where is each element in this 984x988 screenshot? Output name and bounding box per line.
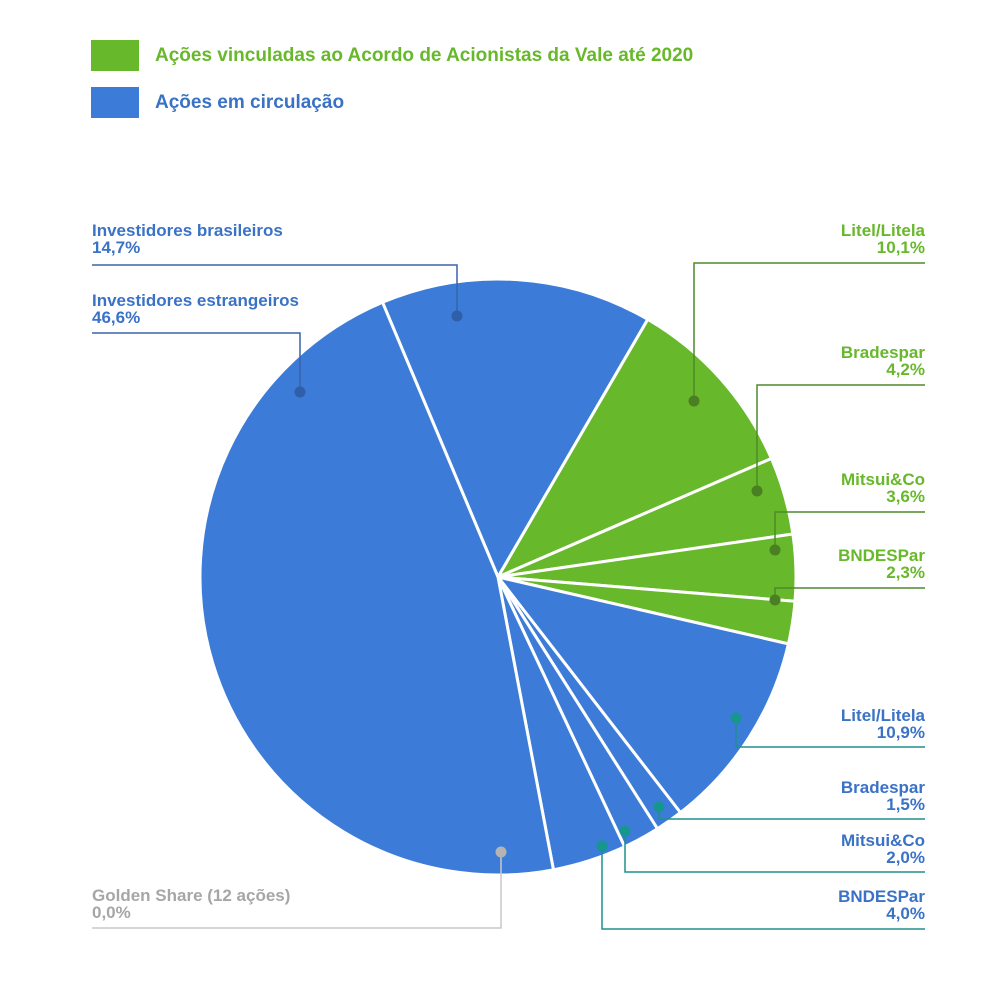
label-bndes-blue-name: BNDESPar — [838, 887, 925, 906]
label-mitsui-blue: Mitsui&Co 2,0% — [841, 832, 925, 866]
leader-line-bradespar-green — [756, 384, 925, 491]
label-litel-blue-name: Litel/Litela — [840, 706, 925, 725]
leader-line-brasileiros — [92, 264, 458, 316]
leader-line-litel-blue — [735, 718, 925, 748]
marker-dot-litel-blue — [730, 712, 742, 724]
marker-dot-estrangeiros — [294, 386, 306, 398]
legend-label-circulacao: Ações em circulação — [155, 91, 345, 113]
marker-dot-brasileiros — [451, 310, 463, 322]
label-golden-value: 0,0% — [92, 903, 131, 922]
leader-line-estrangeiros — [92, 332, 301, 392]
pie-slice-10 — [198, 300, 555, 877]
label-estrangeiros-value: 46,6% — [92, 308, 141, 327]
legend-label-acordo: Ações vinculadas ao Acordo de Acionistas… — [155, 44, 694, 66]
label-bndes-green-name: BNDESPar — [838, 546, 925, 565]
leader-line-mitsui-green — [774, 511, 925, 550]
leader-line-bndes-blue — [601, 846, 925, 930]
label-litel-blue-value: 10,9% — [876, 723, 925, 742]
label-bndes-blue-value: 4,0% — [886, 904, 925, 923]
label-bradespar-green: Bradespar 4,2% — [841, 344, 925, 378]
label-litel-blue: Litel/Litela 10,9% — [841, 707, 925, 741]
label-mitsui-green-value: 3,6% — [886, 487, 925, 506]
label-bradespar-blue: Bradespar 1,5% — [841, 779, 925, 813]
label-brasileiros-name: Investidores brasileiros — [92, 221, 283, 240]
label-bradespar-green-value: 4,2% — [886, 360, 925, 379]
marker-dot-bndes-blue — [596, 840, 608, 852]
marker-dot-bradespar-green — [751, 485, 763, 497]
leader-line-golden — [92, 852, 502, 929]
legend-swatch-green — [91, 40, 139, 71]
leader-line-mitsui-blue — [624, 831, 925, 873]
label-litel-green: Litel/Litela 10,1% — [841, 222, 925, 256]
label-bndes-green-value: 2,3% — [886, 563, 925, 582]
legend-item-circulacao: Ações em circulação — [91, 87, 344, 118]
label-golden-name: Golden Share (12 ações) — [92, 886, 291, 905]
leader-line-litel-green — [693, 262, 925, 401]
label-bradespar-green-name: Bradespar — [840, 343, 925, 362]
pie-slice-1 — [496, 317, 773, 579]
legend-swatch-blue — [91, 87, 139, 118]
label-litel-green-name: Litel/Litela — [840, 221, 925, 240]
marker-dot-bradespar-blue — [653, 801, 665, 813]
label-brasileiros-value: 14,7% — [92, 238, 141, 257]
pie-slices — [198, 277, 798, 877]
label-litel-green-value: 10,1% — [876, 238, 925, 257]
marker-dot-golden — [495, 846, 507, 858]
marker-dot-mitsui-green — [769, 544, 781, 556]
pie-slice-5 — [496, 575, 790, 815]
pie-slice-0 — [381, 277, 650, 579]
leader-line-bndes-green — [774, 587, 925, 600]
label-mitsui-blue-name: Mitsui&Co — [840, 831, 925, 850]
label-mitsui-green: Mitsui&Co 3,6% — [841, 471, 925, 505]
marker-dot-mitsui-blue — [619, 825, 631, 837]
label-brasileiros: Investidores brasileiros 14,7% — [92, 222, 283, 256]
legend-item-acordo: Ações vinculadas ao Acordo de Acionistas… — [91, 40, 693, 71]
label-golden: Golden Share (12 ações) 0,0% — [92, 887, 290, 921]
label-estrangeiros-name: Investidores estrangeiros — [92, 291, 299, 310]
marker-dot-bndes-green — [769, 594, 781, 606]
label-mitsui-green-name: Mitsui&Co — [840, 470, 925, 489]
label-estrangeiros: Investidores estrangeiros 46,6% — [92, 292, 299, 326]
marker-dot-litel-green — [688, 395, 700, 407]
label-bndes-green: BNDESPar 2,3% — [838, 547, 925, 581]
label-bndes-blue: BNDESPar 4,0% — [838, 888, 925, 922]
label-mitsui-blue-value: 2,0% — [886, 848, 925, 867]
label-bradespar-blue-name: Bradespar — [840, 778, 925, 797]
label-bradespar-blue-value: 1,5% — [886, 795, 925, 814]
